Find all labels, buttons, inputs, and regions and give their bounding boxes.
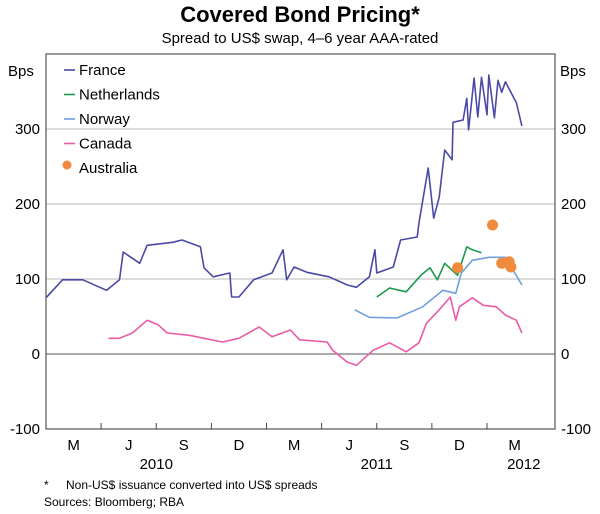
x-tick-label: M bbox=[288, 437, 301, 454]
series-line-netherlands bbox=[376, 246, 482, 298]
y-tick-label-left: 100 bbox=[15, 271, 40, 288]
y-axis-label-left: Bps bbox=[8, 63, 34, 80]
x-tick-label: J bbox=[345, 437, 353, 454]
x-tick-label: S bbox=[179, 437, 189, 454]
y-tick-label-left: 300 bbox=[15, 121, 40, 138]
y-tick-label-right: 300 bbox=[561, 121, 586, 138]
x-tick-label: S bbox=[399, 437, 409, 454]
x-year-label: 2012 bbox=[507, 456, 540, 473]
y-tick-label-right: -100 bbox=[561, 421, 591, 438]
x-tick-label: J bbox=[125, 437, 133, 454]
legend-label-australia: Australia bbox=[79, 160, 138, 177]
y-tick-label-left: -100 bbox=[10, 421, 40, 438]
x-year-label: 2010 bbox=[140, 456, 173, 473]
y-tick-label-right: 200 bbox=[561, 196, 586, 213]
y-tick-label-right: 100 bbox=[561, 271, 586, 288]
legend-label-canada: Canada bbox=[79, 136, 132, 153]
data-point-australia bbox=[487, 219, 499, 231]
y-tick-label-right: 0 bbox=[561, 346, 569, 363]
series-line-norway bbox=[354, 256, 523, 319]
y-tick-label-left: 0 bbox=[32, 346, 40, 363]
legend-label-netherlands: Netherlands bbox=[79, 87, 160, 104]
chart-subtitle: Spread to US$ swap, 4–6 year AAA-rated bbox=[162, 30, 439, 47]
chart-title: Covered Bond Pricing* bbox=[180, 2, 420, 27]
series-line-canada bbox=[108, 296, 523, 367]
legend-label-france: France bbox=[79, 62, 126, 79]
sources-note: Sources: Bloomberg; RBA bbox=[44, 495, 184, 509]
footnote: Non-US$ issuance converted into US$ spre… bbox=[66, 478, 317, 492]
x-tick-label: D bbox=[234, 437, 245, 454]
data-point-australia bbox=[505, 261, 517, 273]
x-tick-label: M bbox=[508, 437, 521, 454]
y-tick-label-left: 200 bbox=[15, 196, 40, 213]
series-line-france bbox=[45, 74, 523, 299]
x-tick-label: M bbox=[67, 437, 80, 454]
legend: France Netherlands Norway Canada Australia bbox=[62, 62, 160, 177]
legend-swatch-australia bbox=[62, 160, 72, 170]
footnote-marker: * bbox=[44, 478, 49, 492]
y-axis-label-right: Bps bbox=[560, 63, 586, 80]
x-year-label: 2011 bbox=[361, 456, 393, 473]
plot-frame bbox=[45, 53, 556, 430]
x-tick-label: D bbox=[454, 437, 465, 454]
legend-label-norway: Norway bbox=[79, 111, 130, 128]
data-point-australia bbox=[452, 262, 464, 274]
